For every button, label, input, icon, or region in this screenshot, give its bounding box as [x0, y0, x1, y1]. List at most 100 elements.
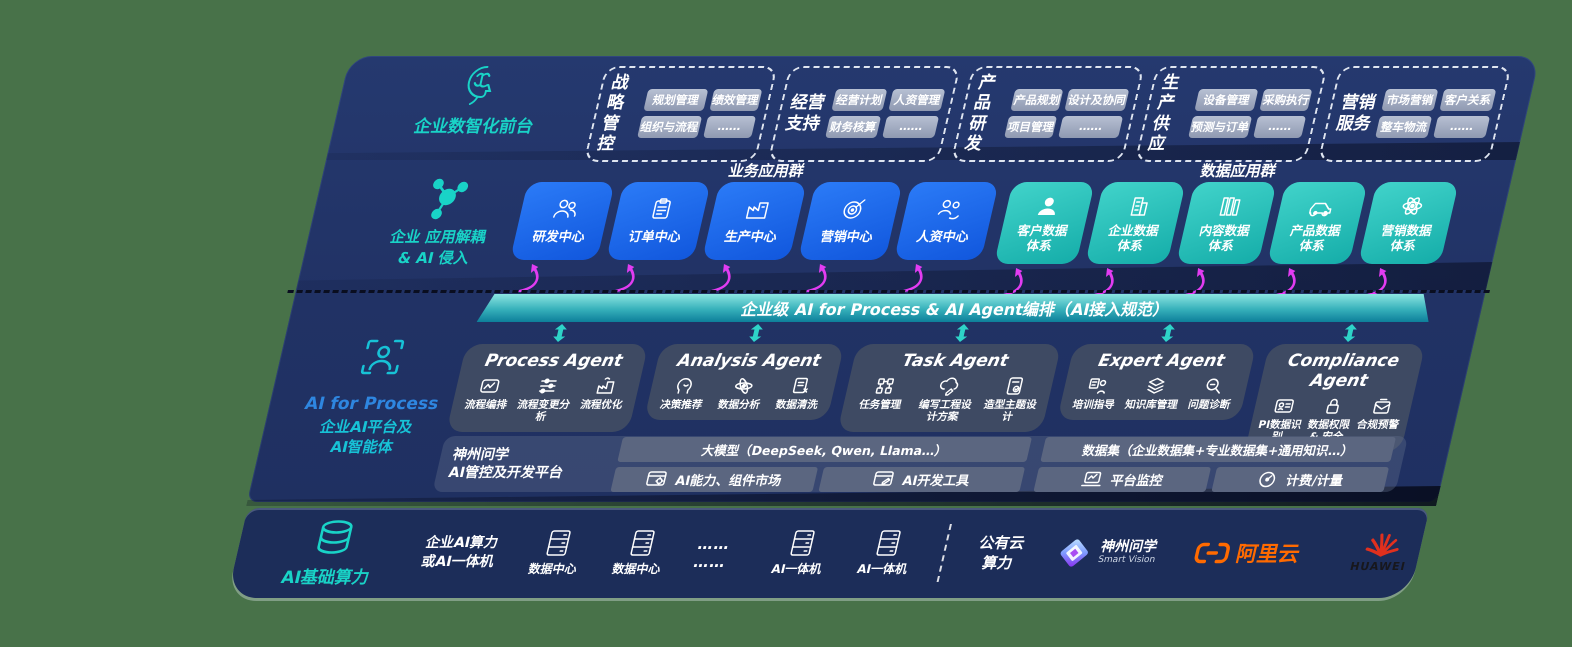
- datacenter-label: 数据中心: [610, 562, 662, 576]
- datacenter-node: 数据中心: [519, 529, 594, 577]
- ai-platform-label: 企业AI平台及 AI智能体: [318, 418, 415, 456]
- module-chip: 人资管理: [888, 89, 946, 112]
- decouple-label-line1: 企业 应用解耦: [388, 228, 488, 247]
- group-supply: 生产 供应 设备管理 采购执行 预测与订单 ……: [1134, 66, 1329, 162]
- dataset-pill: 数据集（企业数据集+专业数据集+通用知识…）: [1040, 436, 1397, 462]
- ai-market-cell: AI能力、组件市场: [610, 466, 818, 492]
- compute-band: AI基础算力 企业AI算力 或AI一体机 数据中心 数据中心 …… …… AI一体…: [227, 508, 1430, 598]
- public-cloud-label: 公有云 算力: [977, 533, 1027, 572]
- bidirectional-arrow-icon: [748, 324, 763, 342]
- agent-item-label: 造型主题设计: [982, 399, 1038, 424]
- agent-boxes: Process Agent 流程编排 流程变更分析 流程优化 Analysis …: [442, 324, 1431, 453]
- agent-item-label: 知识库管理: [1123, 399, 1179, 411]
- data-card-marketing: 营销数据 体系: [1357, 182, 1459, 264]
- business-card-marketing: 营销中心: [797, 182, 903, 260]
- aliyun-wordmark: 阿里云: [1233, 542, 1303, 566]
- data-cleaning-icon: [793, 377, 809, 394]
- business-card-production: 生产中心: [701, 182, 807, 260]
- module-chip: 财务核算: [824, 116, 882, 139]
- boundary-dashed-line: [287, 290, 1490, 293]
- target-icon: [842, 199, 866, 219]
- process-optimization-icon: [596, 377, 615, 394]
- ai-injection-arrow: [518, 264, 539, 292]
- module-chip: 绩效管理: [708, 89, 762, 112]
- card-label: 营销数据 体系: [1380, 222, 1434, 253]
- agent-item-label: 任务管理: [857, 399, 903, 411]
- agent-item-label: 合规预警: [1355, 419, 1401, 431]
- decouple-label-line2: & AI 侵入: [396, 248, 471, 267]
- huawei-logo: HUAWEI: [1338, 533, 1424, 573]
- building-icon: [1130, 196, 1148, 216]
- agent-box-analysis: Analysis Agent 决策推荐 数据分析 数据清洗: [644, 344, 845, 421]
- data-permission-security-icon: [1326, 398, 1339, 414]
- data-card-content: 内容数据 体系: [1175, 182, 1277, 264]
- ai-orchestration-bar: 企业级 AI for Process & AI Agent编排（AI接入规范）: [477, 294, 1435, 322]
- card-label: 企业数据 体系: [1107, 222, 1161, 253]
- engineering-plan-icon: [939, 377, 958, 396]
- clipboard-icon: [651, 198, 671, 219]
- card-label: 客户数据 体系: [1016, 222, 1070, 253]
- module-chip: 项目管理: [1004, 116, 1058, 139]
- aliyun-logo: 阿里云: [1191, 538, 1318, 568]
- data-cards: 客户数据 体系 企业数据 体系 内容数据 体系: [987, 182, 1459, 296]
- styling-design-icon: [1006, 377, 1023, 395]
- process-change-analysis-icon: [539, 378, 557, 394]
- server-icon: [876, 530, 901, 556]
- front-office-label: 企业数智化前台: [411, 117, 536, 137]
- bidirectional-arrow-icon: [954, 324, 969, 342]
- group-title: 产品 研发: [962, 73, 999, 155]
- datacenter-node: 数据中心: [603, 529, 678, 577]
- data-card-product: 产品数据 体系: [1266, 182, 1368, 264]
- data-analysis-icon: [734, 378, 753, 394]
- business-cards: 研发中心 订单中心 生产中心: [503, 182, 999, 292]
- agent-box-expert: Expert Agent 培训指导 知识库管理 问题诊断: [1056, 344, 1257, 421]
- module-chip: 设计及协同: [1064, 89, 1130, 112]
- group-strategy: 战略 管控 规划管理 绩效管理 组织与流程 ……: [583, 66, 778, 162]
- bidirectional-arrow-icon: [553, 324, 568, 342]
- ai-platform-row: 神州问学 AI管控及开发平台 大模型（DeepSeek, Qwen, Llama……: [432, 436, 1409, 492]
- decouple-side-label: 企业 应用解耦 & AI 侵入: [329, 176, 554, 268]
- module-chip: 预测与订单: [1187, 116, 1253, 139]
- ai-orchestration-label: 企业级 AI for Process & AI Agent编排（AI接入规范）: [739, 300, 1172, 319]
- agent-item-label: 培训指导: [1071, 399, 1116, 411]
- person-scan-icon: [360, 339, 405, 375]
- business-group-title: 业务应用群: [726, 162, 807, 180]
- ai-for-process-label: AI for Process: [302, 394, 441, 414]
- ai-platform-side-label: AI for Process 企业AI平台及 AI智能体: [281, 336, 465, 457]
- agent-item-label: 编写工程设计方案: [917, 399, 973, 424]
- server-icon: [790, 530, 815, 556]
- ai-injection-arrow: [806, 264, 827, 292]
- card-label: 研发中心: [530, 230, 587, 245]
- card-label: 人资中心: [914, 230, 971, 245]
- agent-item-label: 决策推荐: [658, 399, 704, 411]
- compute-side-label: AI基础算力: [259, 519, 402, 588]
- business-card-order: 订单中心: [605, 182, 711, 260]
- front-office-band: 企业数智化前台 战略 管控 规划管理 绩效管理 组织与流程 …… 经营 支持 经营计…: [330, 64, 1538, 162]
- pi-data-recognition-icon: [1274, 399, 1295, 413]
- monitor-laptop-icon: [1080, 471, 1101, 487]
- card-label: 订单中心: [626, 230, 683, 245]
- module-chip: ……: [702, 116, 756, 139]
- ai-injection-arrow: [902, 264, 923, 292]
- component-market-icon: [646, 471, 668, 486]
- divider-dashed: [937, 524, 953, 582]
- dataset-group: 数据集（企业数据集+专业数据集+通用知识…） 平台监控 计费/计量: [1033, 436, 1397, 492]
- decision-recommendation-icon: [676, 378, 692, 394]
- digital-brain-icon: [467, 66, 492, 105]
- smart-vision-name: 神州问学: [1099, 539, 1159, 556]
- front-office-side-label: 企业数智化前台: [365, 64, 594, 137]
- group-title: 经营 支持: [783, 93, 827, 134]
- group-product: 产品 研发 产品规划 设计及协同 项目管理 ……: [950, 66, 1145, 162]
- agent-title: Compliance Agent: [1285, 351, 1402, 391]
- billing-cell: 计费/计量: [1211, 466, 1390, 492]
- module-chip: 规划管理: [643, 89, 708, 112]
- knowledge-base-icon: [1147, 377, 1165, 394]
- dev-tools-icon: [873, 471, 895, 486]
- business-card-hr: 人资中心: [893, 182, 999, 260]
- data-card-customer: 客户数据 体系: [993, 182, 1095, 264]
- group-title: 战略 管控: [595, 73, 632, 155]
- group-marketing: 营销 服务 市场营销 客户关系 整车物流 ……: [1318, 66, 1512, 162]
- ai-appliance-node: AI一体机: [848, 529, 923, 577]
- module-chip: 采购执行: [1259, 89, 1313, 112]
- ai-appliance-node: AI一体机: [763, 529, 838, 577]
